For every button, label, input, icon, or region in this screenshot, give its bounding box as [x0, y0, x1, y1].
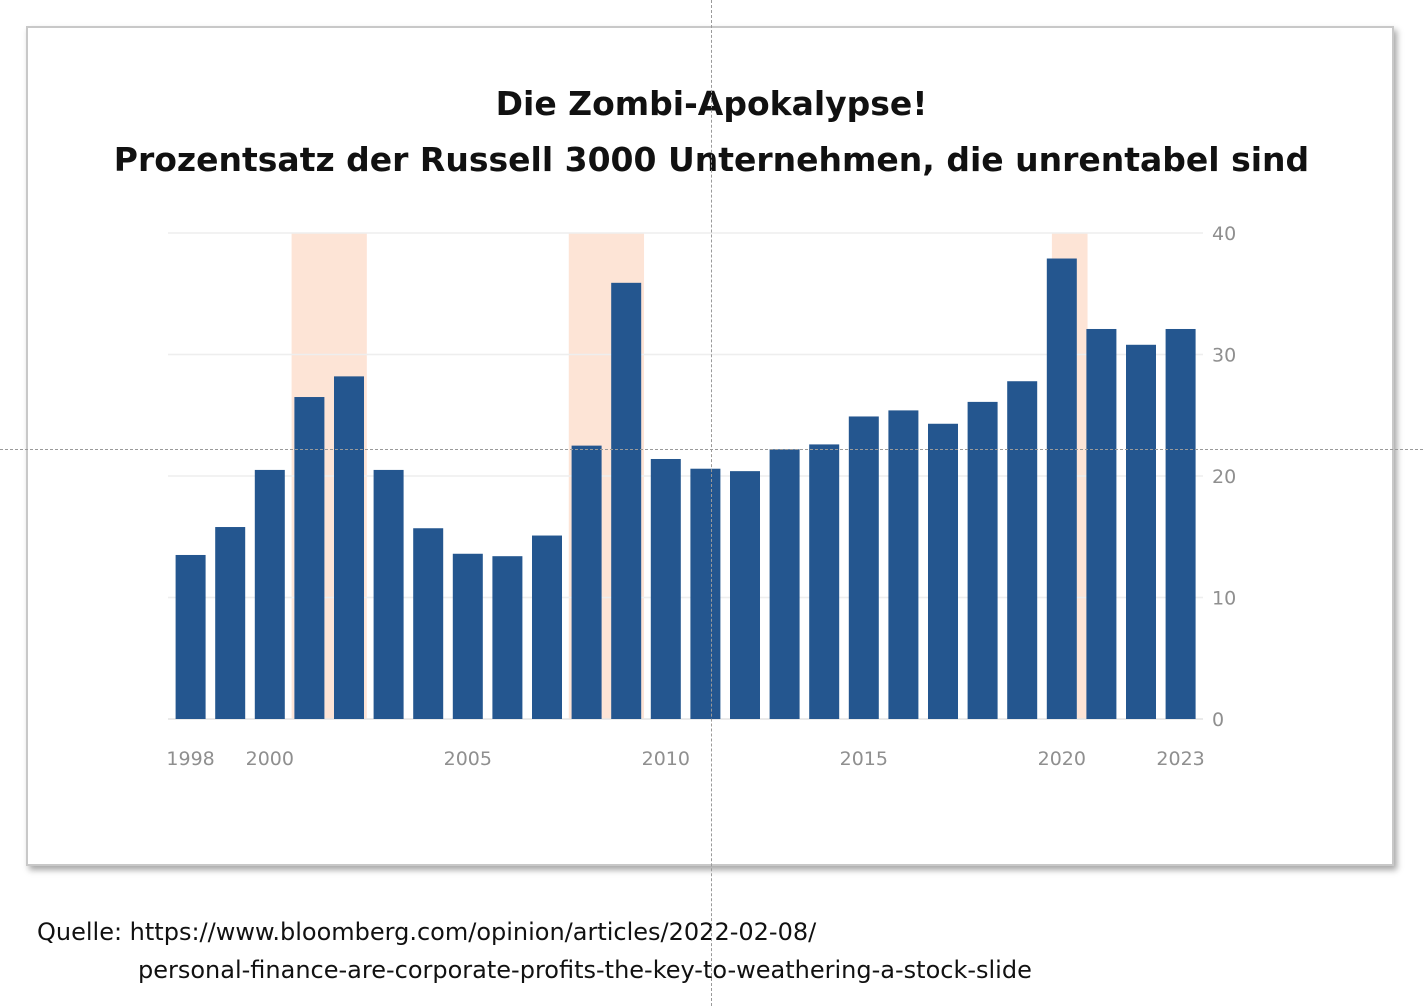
bar-1998	[175, 554, 206, 719]
x-tick-layer: 1998 2000 2005 2010 2015 2020 2023	[166, 748, 1204, 770]
bar-2012	[730, 471, 760, 719]
bar-2000	[254, 469, 285, 719]
bar-2009	[611, 282, 642, 719]
bar-2016	[888, 410, 919, 719]
y-tick-label-30: 30	[1212, 345, 1236, 367]
bar-2004	[413, 528, 444, 719]
x-tick-label-2023: 2023	[1156, 748, 1204, 770]
bar-2011	[690, 468, 721, 719]
bar-2015	[848, 416, 879, 719]
bar-2014	[809, 444, 840, 719]
y-tick-label-20: 20	[1212, 466, 1236, 488]
bar-2021	[1086, 328, 1117, 719]
bar-2023	[1165, 328, 1196, 719]
bar-2002	[334, 376, 364, 719]
y-tick-label-40: 40	[1212, 223, 1236, 245]
x-tick-label-2005: 2005	[444, 748, 492, 770]
bar-2019	[1007, 381, 1038, 719]
bar-2013	[769, 449, 800, 719]
bar-2017	[928, 423, 958, 719]
source-line-1: Quelle: https://www.bloomberg.com/opinio…	[37, 918, 817, 946]
y-tick-label-10: 10	[1212, 588, 1236, 610]
bar-2003	[373, 469, 404, 719]
bar-2020	[1046, 258, 1077, 719]
y-tick-label-0: 0	[1212, 709, 1224, 731]
bar-2010	[650, 458, 681, 719]
bar-2018	[967, 401, 998, 719]
bar-2022	[1126, 344, 1156, 719]
vertical-guide-line	[711, 0, 712, 1006]
x-tick-label-2000: 2000	[246, 748, 294, 770]
bar-1999	[215, 527, 246, 719]
x-tick-label-1998: 1998	[166, 748, 214, 770]
bar-2006	[492, 556, 523, 719]
bar-layer	[175, 258, 1196, 719]
source-line-2: personal-finance-are-corporate-profits-t…	[138, 956, 1032, 984]
y-tick-layer: 0 10 20 30 40	[1212, 223, 1236, 731]
horizontal-guide-line	[0, 449, 1423, 450]
bar-2001	[294, 397, 325, 719]
bar-2005	[452, 553, 483, 719]
x-tick-label-2010: 2010	[642, 748, 690, 770]
bar-2007	[532, 535, 562, 719]
x-tick-label-2020: 2020	[1038, 748, 1086, 770]
x-tick-label-2015: 2015	[840, 748, 888, 770]
bar-2008	[571, 445, 602, 719]
